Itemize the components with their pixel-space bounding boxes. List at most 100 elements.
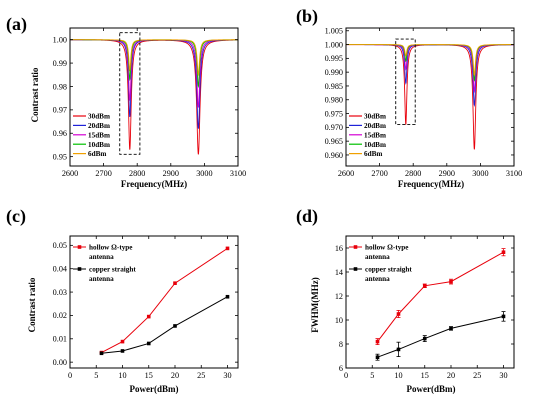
panel-b: (b) Frequency(MHz) <box>296 6 464 189</box>
panel-a-series-2 <box>70 39 238 108</box>
panel-a-label: (a) <box>6 14 27 35</box>
panel-b-legend-label-4: 6dBm <box>364 150 382 158</box>
panel-b-series-4 <box>346 44 514 77</box>
panel-d-series-1-point-4 <box>501 314 506 319</box>
panel-d-ytick-label-2: 10 <box>335 316 343 325</box>
panel-a-legend-label-4: 6dBm <box>88 150 106 158</box>
panel-a-xtick-label-3: 2900 <box>163 169 179 178</box>
panel-c-xtick-label-1: 5 <box>94 371 98 380</box>
panel-b-ytick-label-3: 0.975 <box>325 109 343 118</box>
panel-c-ylabel: Contrast ratio <box>27 277 37 332</box>
panel-d-series-0-point-1 <box>396 312 401 316</box>
panel-d-series-1-point-3 <box>449 326 453 331</box>
panel-d-xtick-label-4: 20 <box>447 371 455 380</box>
panel-b-ytick-label-0: 0.960 <box>325 151 343 160</box>
panel-c-ytick-label-3: 0.03 <box>53 288 67 297</box>
panel-d-series-0-point-2 <box>422 284 427 288</box>
panel-c-xtick-label-2: 10 <box>118 371 126 380</box>
panel-a-ytick-label-5: 1.00 <box>53 35 67 44</box>
panel-a-series-3 <box>70 39 238 89</box>
panel-a-highlight-box <box>119 32 141 155</box>
panel-c-ytick-label-1: 0.01 <box>53 335 67 344</box>
panel-d-series-0-point-4 <box>501 250 506 254</box>
panel-b-xtick-label-5: 3100 <box>506 169 522 178</box>
panel-c-ytick-label-4: 0.04 <box>53 265 67 274</box>
panel-a-xtick-label-5: 3100 <box>230 169 246 178</box>
panel-c-ytick-label-2: 0.02 <box>53 311 67 320</box>
panel-d-xtick-label-3: 15 <box>421 371 429 380</box>
panel-a-xlabel: Frequency(MHz) <box>121 179 187 189</box>
panel-c-xtick-label-5: 25 <box>197 371 205 380</box>
panel-c-series-0-point-3 <box>173 281 177 285</box>
panel-a-xtick-label-2: 2800 <box>129 169 145 178</box>
panel-c-label: (c) <box>6 206 26 227</box>
panel-b-series-3 <box>346 44 514 82</box>
panel-d: (d) FWHM(MHz) Power(dBm) <box>296 206 456 394</box>
panel-d-legend-label-0-line-0: hollow Ω-type <box>365 244 409 252</box>
panel-d-legend-marker-0 <box>353 245 358 249</box>
panel-b-xtick-label-0: 2600 <box>338 169 354 178</box>
panel-d-legend-label-1-line-0: copper straight <box>365 266 412 274</box>
panel-a-legend-label-1: 20dBm <box>88 122 110 130</box>
panel-d-series-1-point-0 <box>375 355 380 359</box>
panel-b-legend-label-3: 10dBm <box>364 141 386 149</box>
panel-b-highlight-box <box>395 38 416 126</box>
panel-c-ytick-label-5: 0.05 <box>53 241 67 250</box>
panel-a-xtick-label-4: 3000 <box>196 169 212 178</box>
panel-d-xtick-label-5: 25 <box>473 371 481 380</box>
panel-c-legend-label-1-line-0: copper straight <box>89 266 136 274</box>
panel-a-ytick-label-3: 0.98 <box>53 82 67 91</box>
panel-c-xlabel: Power(dBm) <box>130 384 179 394</box>
panel-a-xtick-label-1: 2700 <box>95 169 111 178</box>
panel-d-legend-label-1-line-1: antenna <box>365 275 390 283</box>
panel-c-legend-label-1-line-1: antenna <box>89 275 114 283</box>
panel-a-legend-label-0: 30dBm <box>88 113 110 121</box>
panel-d-label: (d) <box>296 206 318 227</box>
panel-b-xlabel: Frequency(MHz) <box>398 179 464 189</box>
panel-b-label: (b) <box>296 6 318 27</box>
panel-a-ytick-label-1: 0.96 <box>53 129 67 138</box>
panel-d-ytick-label-1: 8 <box>339 340 343 349</box>
panel-c-series-0-point-1 <box>120 339 125 344</box>
panel-c-legend-label-0-line-0: hollow Ω-type <box>89 244 133 252</box>
panel-a-ytick-label-4: 0.99 <box>53 59 67 68</box>
panel-d-ylabel: FWHM(MHz) <box>310 277 320 332</box>
panel-b-ytick-label-1: 0.965 <box>325 137 343 146</box>
panel-b-legend-label-0: 30dBm <box>364 113 386 121</box>
panel-c-series-1-point-4 <box>225 294 230 299</box>
panel-d-ytick-label-5: 16 <box>335 244 343 253</box>
panel-b-ytick-label-9: 1.005 <box>325 27 343 36</box>
panel-c-plot: 0 5 10 15 20 25 30 0.00 0.01 0.02 0.03 0.04 0.05 holl… <box>53 235 239 380</box>
panel-c-legend-label-0-line-1: antenna <box>89 253 114 261</box>
panel-c-series-1-line <box>101 296 228 354</box>
panel-c-series-0-line <box>101 247 228 354</box>
panel-a-plot: 2600 2700 2800 2900 3000 3100 0.95 0.96 0.97 0.98… <box>53 27 246 178</box>
panel-d-xtick-label-1: 5 <box>370 371 374 380</box>
panel-a-series-4 <box>70 39 238 77</box>
panel-b-legend-label-2: 15dBm <box>364 131 386 139</box>
panel-d-xlabel: Power(dBm) <box>407 384 456 394</box>
panel-c-series-0-point-2 <box>146 314 151 319</box>
panel-b-ytick-label-2: 0.970 <box>325 123 343 132</box>
panel-a-xtick-label-0: 2600 <box>62 169 78 178</box>
panel-c-ytick-label-0: 0.00 <box>53 358 67 367</box>
panel-b-ytick-label-8: 1.000 <box>325 40 343 49</box>
panel-b-xtick-label-3: 2900 <box>439 169 455 178</box>
panel-d-ytick-label-4: 14 <box>335 268 343 277</box>
panel-c-series-0-point-4 <box>225 246 230 251</box>
panel-b-plot: 2600 2700 2800 2900 3000 3100 0.960 0.965 0.970 0… <box>325 27 523 178</box>
panel-b-ytick-label-4: 0.980 <box>325 96 343 105</box>
panel-c-series-1-point-0 <box>99 351 104 356</box>
panel-c-xtick-label-6: 30 <box>223 371 231 380</box>
panel-a-legend-label-2: 15dBm <box>88 131 110 139</box>
panel-b-series-2 <box>346 44 514 94</box>
panel-d-series-0-point-3 <box>449 279 453 284</box>
panel-b-ytick-label-6: 0.990 <box>325 68 343 77</box>
panel-c-legend-marker-0 <box>77 245 82 249</box>
panel-c-series-1-point-3 <box>173 324 177 328</box>
panel-b-ytick-label-7: 0.995 <box>325 54 343 63</box>
